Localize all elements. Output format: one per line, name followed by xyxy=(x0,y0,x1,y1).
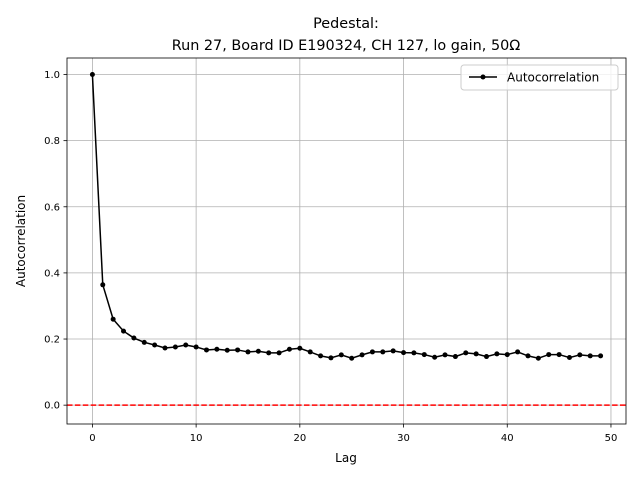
data-point xyxy=(338,352,344,358)
data-point xyxy=(577,352,583,358)
data-point xyxy=(255,348,261,354)
axis-ticks: 0 10 20 30 40 50 0.0 0.2 0.4 0.6 0.8 1.0 xyxy=(44,70,617,444)
x-tick-label: 20 xyxy=(293,433,306,444)
y-tick-label: 0.6 xyxy=(44,202,60,213)
series-line xyxy=(91,74,601,359)
x-axis-label: Lag xyxy=(335,451,357,465)
data-point xyxy=(162,345,168,351)
data-point xyxy=(566,355,572,361)
data-point xyxy=(89,72,95,78)
y-tick-label: 0.2 xyxy=(44,335,60,346)
x-tick-label: 30 xyxy=(397,433,410,444)
chart-subtitle: Run 27, Board ID E190324, CH 127, lo gai… xyxy=(172,38,521,54)
data-point xyxy=(556,352,562,358)
data-point xyxy=(359,352,365,358)
x-tick-label: 10 xyxy=(190,433,203,444)
data-point xyxy=(484,354,490,360)
legend-marker xyxy=(480,74,486,80)
data-point xyxy=(587,353,593,359)
data-point xyxy=(598,353,604,359)
data-point xyxy=(110,316,116,322)
data-point xyxy=(235,347,241,353)
data-point xyxy=(266,350,272,356)
data-point xyxy=(380,349,386,355)
data-point xyxy=(245,349,251,355)
data-point xyxy=(535,355,541,361)
data-point xyxy=(152,342,158,348)
data-point xyxy=(172,344,178,350)
data-point xyxy=(318,353,324,359)
y-tick-label: 0.8 xyxy=(44,136,60,147)
data-point xyxy=(203,347,209,353)
y-tick-label: 1.0 xyxy=(44,70,60,81)
y-tick-label: 0.0 xyxy=(44,401,60,412)
data-point xyxy=(421,352,427,358)
legend: Autocorrelation xyxy=(460,64,619,91)
data-point xyxy=(193,344,199,350)
data-point xyxy=(473,351,479,357)
data-point xyxy=(214,346,220,352)
data-point xyxy=(276,350,282,356)
data-point xyxy=(349,355,355,361)
legend-box xyxy=(460,64,619,91)
data-point xyxy=(494,351,500,357)
grid xyxy=(67,58,626,424)
data-point xyxy=(141,339,147,345)
data-point xyxy=(401,350,407,356)
data-point xyxy=(411,350,417,356)
x-tick-label: 0 xyxy=(89,433,95,444)
data-point xyxy=(183,342,189,348)
plot-frame xyxy=(66,57,627,425)
data-point xyxy=(224,347,230,353)
series-autocorrelation xyxy=(89,72,604,361)
data-point xyxy=(328,355,334,361)
chart-title: Pedestal: xyxy=(313,16,379,32)
data-point xyxy=(286,346,292,352)
data-point xyxy=(463,350,469,356)
data-point xyxy=(515,349,521,355)
data-point xyxy=(121,328,127,334)
data-point xyxy=(307,349,313,355)
y-axis-label: Autocorrelation xyxy=(14,195,28,287)
x-tick-label: 50 xyxy=(605,433,618,444)
data-point xyxy=(452,354,458,360)
legend-label: Autocorrelation xyxy=(507,71,599,85)
data-point xyxy=(432,354,438,360)
data-point xyxy=(525,353,531,359)
data-point xyxy=(504,352,510,358)
data-point xyxy=(546,352,552,358)
data-point xyxy=(131,335,137,341)
x-tick-label: 40 xyxy=(501,433,514,444)
data-point xyxy=(442,352,448,358)
data-point xyxy=(390,348,396,354)
data-point xyxy=(297,345,303,351)
data-point xyxy=(100,282,106,288)
y-tick-label: 0.4 xyxy=(44,268,60,279)
data-point xyxy=(369,349,375,355)
